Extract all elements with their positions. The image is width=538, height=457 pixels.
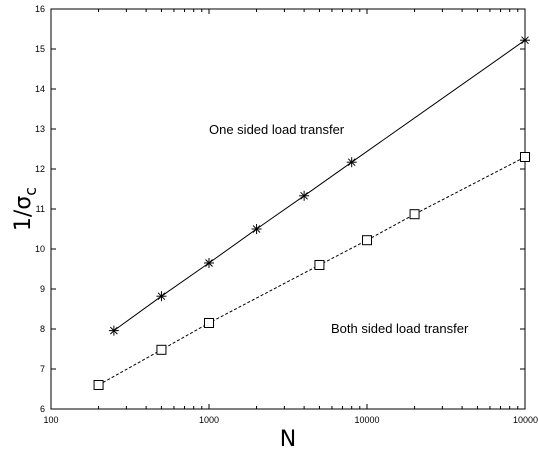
x-tick-label: 100000 [513,415,538,425]
y-tick-label: 9 [40,284,45,294]
y-axis-title-main: 1/σ [11,196,36,231]
x-tick-label: 100 [43,415,58,425]
data-point-asterisk [204,258,214,268]
data-point-asterisk [299,190,310,201]
y-axis-title-subscript: c [21,187,40,196]
y-tick-label: 7 [40,364,45,374]
annotation-both-sided: Both sided load transfer [331,321,469,336]
data-point-asterisk [156,291,167,302]
data-point-square [204,318,214,328]
axis-ticks: 6 7 8 9 10 11 12 13 14 15 16 100 1000 10000 100000 [35,4,538,425]
data-point-asterisk [346,157,357,168]
data-point-square [409,209,420,220]
y-tick-label: 6 [40,404,45,414]
x-axis-title: N [280,427,296,452]
y-tick-label: 14 [35,84,45,94]
data-point-square [93,380,104,390]
data-point-square [362,235,372,246]
data-point-square [156,344,167,355]
y-tick-label: 15 [35,44,45,54]
x-tick-label: 10000 [354,415,379,425]
series-line [113,39,526,332]
annotation-one-sided: One sided load transfer [209,122,345,137]
data-point-asterisk [108,325,119,336]
y-axis-title: 1/σc [11,187,40,231]
data-point-square [520,152,530,162]
data-point-asterisk [520,35,530,46]
y-tick-label: 10 [35,244,45,254]
series-group [93,35,530,390]
y-tick-label: 8 [40,324,45,334]
plot-frame [50,8,526,410]
y-tick-label: 13 [35,124,45,134]
data-point-asterisk [251,224,262,234]
x-tick-label: 1000 [199,415,219,425]
data-point-square [314,260,325,270]
y-tick-label: 16 [35,4,45,14]
y-tick-label: 12 [35,164,45,174]
y-tick-label: 11 [36,204,45,214]
